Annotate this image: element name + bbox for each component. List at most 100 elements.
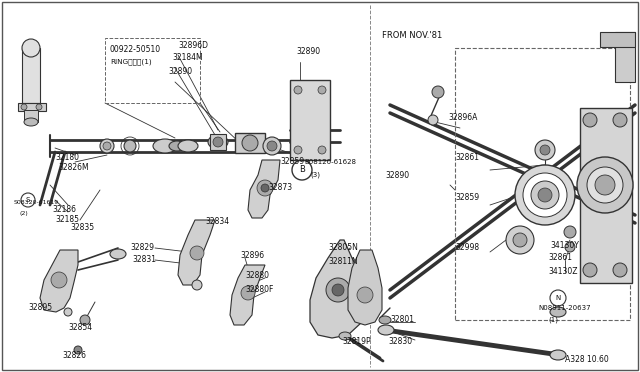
- Text: 32835: 32835: [70, 224, 94, 232]
- Text: (3): (3): [310, 172, 320, 178]
- Text: 32895: 32895: [28, 304, 52, 312]
- Text: 32890: 32890: [385, 170, 409, 180]
- Text: 32896: 32896: [240, 250, 264, 260]
- Circle shape: [294, 146, 302, 154]
- Circle shape: [22, 39, 40, 57]
- Text: 32859: 32859: [280, 157, 304, 167]
- Bar: [455, 48, 630, 320]
- Bar: [22, 48, 40, 103]
- Circle shape: [242, 135, 258, 151]
- Text: 32819P: 32819P: [342, 337, 371, 346]
- Ellipse shape: [550, 307, 566, 317]
- Polygon shape: [230, 265, 265, 325]
- Text: 32896D: 32896D: [178, 41, 208, 49]
- Circle shape: [64, 308, 72, 316]
- Circle shape: [241, 286, 255, 300]
- Circle shape: [506, 226, 534, 254]
- Circle shape: [538, 188, 552, 202]
- Text: FROM NOV.'81: FROM NOV.'81: [382, 31, 442, 39]
- Ellipse shape: [378, 325, 394, 335]
- Text: S08320-61619: S08320-61619: [14, 201, 60, 205]
- Circle shape: [583, 113, 597, 127]
- Text: 32890: 32890: [296, 48, 320, 57]
- Ellipse shape: [169, 141, 185, 151]
- Bar: [615, 32, 635, 82]
- Circle shape: [432, 86, 444, 98]
- Text: 32861: 32861: [548, 253, 572, 263]
- Text: RINGリング(1): RINGリング(1): [110, 59, 152, 65]
- Text: 32829: 32829: [130, 244, 154, 253]
- Text: 32801: 32801: [390, 315, 414, 324]
- Circle shape: [100, 139, 114, 153]
- Ellipse shape: [339, 332, 351, 340]
- Text: 32873: 32873: [268, 183, 292, 192]
- Text: 32998: 32998: [455, 244, 479, 253]
- Circle shape: [213, 137, 223, 147]
- Circle shape: [513, 233, 527, 247]
- Circle shape: [192, 280, 202, 290]
- Text: 32880F: 32880F: [245, 285, 273, 295]
- Circle shape: [326, 278, 350, 302]
- Ellipse shape: [110, 249, 126, 259]
- Circle shape: [515, 165, 575, 225]
- Circle shape: [613, 263, 627, 277]
- Text: 32811N: 32811N: [328, 257, 358, 266]
- Circle shape: [595, 175, 615, 195]
- Circle shape: [190, 246, 204, 260]
- Circle shape: [51, 272, 67, 288]
- Text: 32834: 32834: [205, 218, 229, 227]
- Circle shape: [357, 287, 373, 303]
- Bar: [24, 110, 38, 122]
- Text: 32890: 32890: [168, 67, 192, 77]
- Text: A328 10.60: A328 10.60: [565, 356, 609, 365]
- Text: 32831: 32831: [132, 256, 156, 264]
- Text: 32185: 32185: [55, 215, 79, 224]
- Polygon shape: [348, 250, 382, 325]
- Bar: [235, 133, 265, 153]
- Text: 34130Z: 34130Z: [548, 267, 577, 276]
- Polygon shape: [178, 220, 215, 285]
- Bar: [290, 80, 330, 160]
- Circle shape: [261, 184, 269, 192]
- Text: B: B: [299, 166, 305, 174]
- Circle shape: [583, 263, 597, 277]
- Circle shape: [36, 104, 42, 110]
- Ellipse shape: [24, 118, 38, 126]
- Circle shape: [531, 181, 559, 209]
- Circle shape: [80, 315, 90, 325]
- Text: S: S: [26, 197, 30, 203]
- Text: 32859: 32859: [455, 193, 479, 202]
- Polygon shape: [310, 240, 365, 338]
- Circle shape: [332, 284, 344, 296]
- Text: N: N: [556, 295, 561, 301]
- Text: 34130Y: 34130Y: [550, 241, 579, 250]
- Text: 32861: 32861: [455, 154, 479, 163]
- Polygon shape: [248, 160, 280, 218]
- Circle shape: [21, 104, 27, 110]
- Ellipse shape: [178, 140, 198, 152]
- Text: 32184M: 32184M: [172, 54, 203, 62]
- Bar: [105, 38, 200, 103]
- Circle shape: [294, 86, 302, 94]
- Circle shape: [267, 141, 277, 151]
- Circle shape: [613, 113, 627, 127]
- Text: N08911-20637: N08911-20637: [538, 305, 591, 311]
- Bar: [210, 134, 226, 150]
- Circle shape: [74, 346, 82, 354]
- Circle shape: [564, 226, 576, 238]
- Text: 32826: 32826: [62, 350, 86, 359]
- Text: 32880: 32880: [245, 270, 269, 279]
- Ellipse shape: [379, 316, 391, 324]
- Circle shape: [124, 140, 136, 152]
- Circle shape: [257, 180, 273, 196]
- Text: 32180: 32180: [55, 154, 79, 163]
- Text: B08120-61628: B08120-61628: [304, 159, 356, 165]
- Circle shape: [103, 142, 111, 150]
- Ellipse shape: [208, 135, 228, 149]
- Circle shape: [428, 115, 438, 125]
- Text: 32854: 32854: [68, 324, 92, 333]
- Ellipse shape: [153, 139, 177, 153]
- Text: 32896A: 32896A: [448, 113, 477, 122]
- Circle shape: [535, 140, 555, 160]
- Bar: [18, 103, 46, 111]
